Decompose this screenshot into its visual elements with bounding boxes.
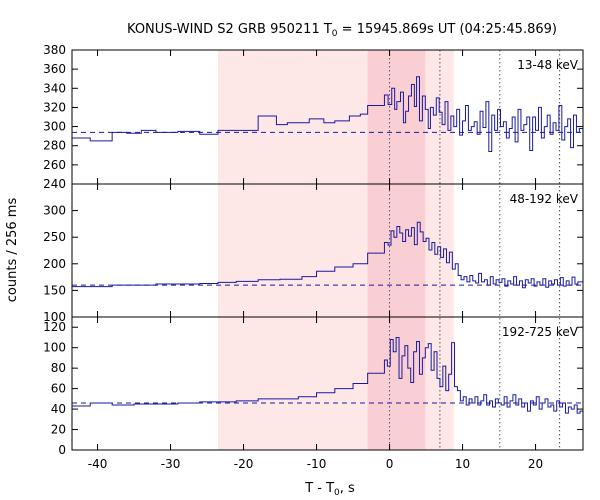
y-tick-label: 200	[43, 257, 66, 271]
panel-2: 100 150 200 250 300 48-192 keV	[43, 183, 584, 324]
y-tick-label: 240	[43, 177, 66, 191]
lightcurve-series	[72, 336, 583, 414]
energy-band-label: 48-192 keV	[510, 192, 579, 206]
panel-1: 240 260 280 300 320 340 360 380 13-48 keV	[43, 43, 584, 191]
x-tick-label: -30	[161, 457, 181, 471]
x-tick-label: 20	[528, 457, 543, 471]
y-tick-label: 20	[51, 423, 66, 437]
shaded-interval	[367, 50, 426, 450]
x-axis-label: T - T0, s	[304, 481, 355, 498]
chart-title: KONUS-WIND S2 GRB 950211 T0 = 15945.869s…	[127, 22, 557, 39]
x-tick-label: 10	[455, 457, 470, 471]
energy-band-label: 192-725 keV	[502, 325, 579, 339]
x-tick-label: -20	[234, 457, 254, 471]
y-tick-label: 360	[43, 62, 66, 76]
y-axis-label: counts / 256 ms	[5, 198, 20, 303]
y-tick-label: 300	[43, 120, 66, 134]
y-tick-label: 280	[43, 139, 66, 153]
y-tick-label: 250	[43, 230, 66, 244]
y-tick-label: 40	[51, 402, 66, 416]
y-tick-label: 380	[43, 43, 66, 57]
y-tick-label: 260	[43, 158, 66, 172]
x-tick-label: -10	[307, 457, 327, 471]
lightcurve-series	[72, 76, 583, 152]
y-tick-label: 320	[43, 100, 66, 114]
energy-band-label: 13-48 keV	[517, 58, 579, 72]
lightcurve-series	[72, 221, 583, 289]
y-tick-label: 300	[43, 204, 66, 218]
y-tick-label: 60	[51, 382, 66, 396]
x-tick-label: -40	[88, 457, 108, 471]
y-tick-label: 340	[43, 81, 66, 95]
panel-3: 0 20 40 60 80 100 120 192-725 keV	[43, 316, 584, 457]
y-tick-label: 150	[43, 283, 66, 297]
y-tick-label: 80	[51, 361, 66, 375]
panel-frame	[71, 316, 584, 451]
x-tick-label: 0	[386, 457, 394, 471]
y-tick-label: 0	[58, 443, 66, 457]
y-tick-label: 120	[43, 320, 66, 334]
y-tick-label: 100	[43, 341, 66, 355]
y-tick-label: 100	[43, 310, 66, 324]
